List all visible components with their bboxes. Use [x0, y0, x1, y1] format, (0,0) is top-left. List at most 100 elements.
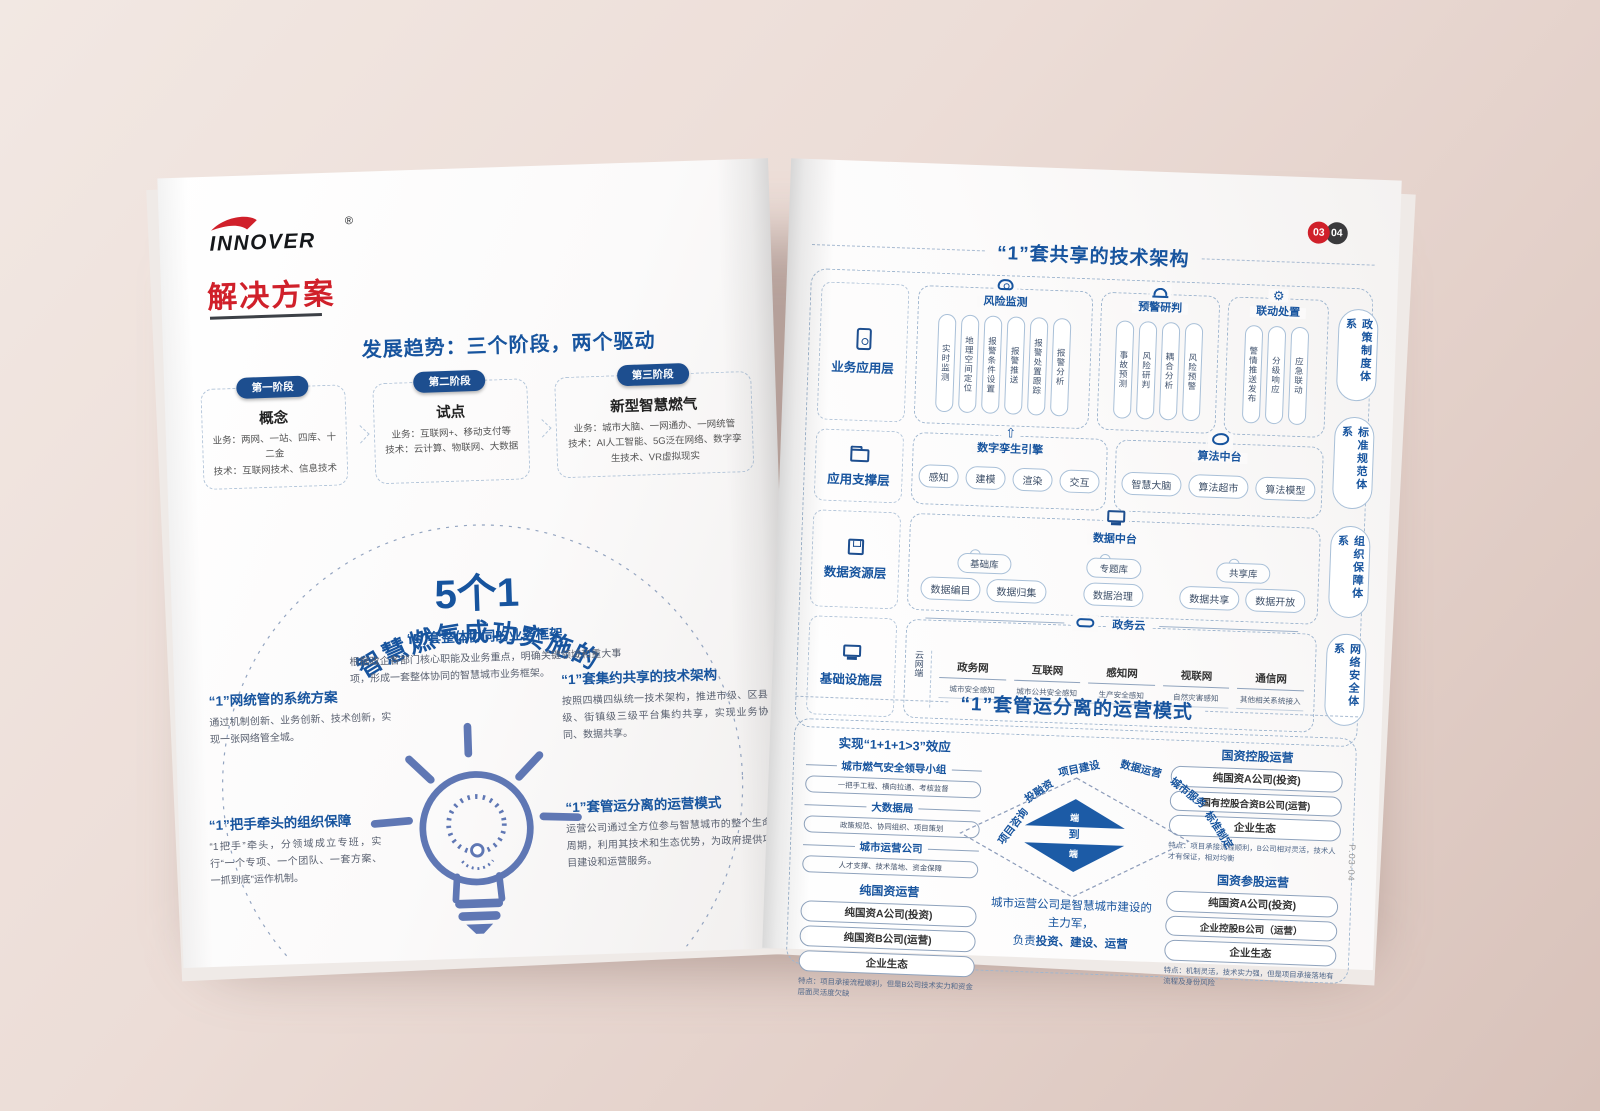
network-name: 通信网: [1237, 669, 1305, 692]
ops-center-fan: 项目咨询 投融资 项目建设 数据运营 城市服务 标准制定 端 到 端: [958, 738, 1235, 968]
cloud-icon: [1072, 614, 1099, 632]
model-pill: 企业生态: [798, 950, 976, 978]
block-body: 通过机制创新、业务创新、技术创新，实现一张网络管全城。: [209, 711, 392, 746]
dashed-rule: [795, 695, 949, 703]
model-pill: 企业生态: [1168, 814, 1342, 842]
network-name: 视联网: [1162, 667, 1231, 689]
effect-group-name: 大数据局: [871, 801, 914, 816]
cloud-label: 共享库: [1215, 562, 1271, 585]
gears-icon: ⚙: [1268, 288, 1289, 304]
logo-flag-icon: [211, 216, 257, 231]
operation-model-section: “1”套管运分离的运营模式 实现“1+1+1>3”效应 城市燃气安全领导小组 一…: [785, 683, 1359, 998]
camera-icon: [993, 277, 1019, 295]
group-data-platform: 数据中台 基础库 数据编目 数据归集 专题库: [906, 509, 1321, 625]
group-linked-disposal: ⚙ 联动处置 警情推送发布 分级响应 应急联动: [1222, 288, 1330, 438]
pill: 分级响应: [1265, 325, 1287, 425]
logo-registered-mark: ®: [345, 215, 354, 227]
effect-group: 城市运营公司 人才支撑、技术落地、资金保障: [802, 837, 979, 879]
pill: 数据编目: [920, 576, 981, 602]
model-pill: 纯国资B公司(运营): [799, 925, 976, 953]
dashed-rule: [1204, 710, 1359, 718]
stage-name: 概念: [258, 410, 289, 428]
model-pill: 企业生态: [1164, 939, 1337, 967]
pill: 报警推送: [1003, 316, 1026, 415]
pill: 算法模型: [1254, 475, 1316, 502]
data-col-base: 基础库 数据编目 数据归集: [920, 551, 1048, 604]
pill: 数据归集: [986, 578, 1047, 604]
stage-card-2: 第二阶段 试点 业务：互联网+、移动支付等 技术：云计算、物联网、大数据: [371, 369, 531, 485]
rule: [1159, 625, 1299, 632]
end-to-end-icon: 端 到 端: [1018, 797, 1131, 874]
pill: 数据治理: [1082, 582, 1144, 608]
layer-label: 应用支撑层: [826, 471, 890, 489]
dashed-rule: [811, 244, 986, 252]
logo-text: INNOVER: [209, 229, 316, 256]
caption-line2-bold: 投资、建设、运营: [1035, 935, 1128, 951]
arch-title: “1”套共享的技术架构: [996, 242, 1190, 271]
block-title: “1”把手牵头的组织保障: [208, 813, 352, 834]
block-operation-model: “1”套管运分离的运营模式 运营公司通过全方位参与智慧城市的整个生命周期，利用其…: [565, 789, 773, 872]
caption-line2-prefix: 负责: [1012, 934, 1036, 948]
group-digital-twin: ⇧ 数字孪生引擎 感知 建模 渲染 交互: [910, 426, 1109, 511]
end-label-top: 端: [1069, 812, 1080, 824]
pill: 渲染: [1012, 467, 1053, 492]
pill: 风险预警: [1181, 322, 1204, 422]
fan-diagram: 项目咨询 投融资 项目建设 数据运营 城市服务 标准制定 端 到 端: [958, 738, 1235, 898]
group-name: 预警研判: [1131, 301, 1189, 316]
dashed-diamond: [958, 777, 1190, 898]
data-col-share: 共享库 数据共享 数据开放: [1178, 561, 1307, 614]
stage-badge: 第三阶段: [616, 362, 690, 387]
brochure-spread: INNOVER ® 解决方案 发展趋势：三个阶段，两个驱动 第一阶段 概念 业务…: [146, 158, 1416, 998]
dashed-arc: 智慧燃气成功实施的: [222, 524, 744, 963]
layer-data-resource: 数据资源层: [809, 509, 902, 610]
model-pill: 纯国资A公司(投资): [1165, 890, 1339, 918]
network-name: 互联网: [1013, 661, 1082, 684]
up-arrow-icon: ⇧: [1001, 426, 1021, 441]
data-col-theme: 专题库 数据治理: [1082, 557, 1144, 608]
stage-row: 第一阶段 概念 业务：两网、一站、四库、十二金 技术：互联网技术、信息技术 第二…: [200, 362, 755, 491]
group-name: 风险监测: [977, 296, 1034, 310]
pill: 实时监测: [934, 313, 957, 413]
pill: 风险研判: [1135, 321, 1158, 420]
stage-arrow-icon: [533, 419, 552, 438]
layer-label: 业务应用层: [831, 359, 895, 377]
dashed-rule: [1201, 258, 1375, 266]
layer-label: 数据资源层: [823, 564, 887, 581]
monitor-icon: [842, 644, 862, 658]
end-label-bottom: 端: [1068, 848, 1079, 859]
pillar: 政策制度体系: [1335, 308, 1379, 402]
page-footer-number: P.03-04: [1346, 843, 1358, 882]
group-risk-monitoring: 风险监测 实时监测 地理空间定位 报警条件设置 报警推送 报警处置跟踪 报警分析: [913, 277, 1094, 430]
rule: [925, 616, 1065, 624]
stage-badge: 第一阶段: [236, 375, 309, 399]
effect-group-detail: 一把手工程、横向拉通、考核监督: [804, 775, 982, 799]
page-right: 03 04 “1”套共享的技术架构 业务应用层 风险监测: [762, 158, 1402, 998]
tech-architecture-section: “1”套共享的技术架构 业务应用层 风险监测 实时监测: [794, 231, 1379, 748]
page-number-badges: 03 04: [1307, 221, 1349, 245]
pill: 数据开放: [1244, 588, 1306, 614]
effect-group: 城市燃气安全领导小组 一把手工程、横向拉通、考核监督: [804, 757, 982, 799]
pill: 算法超市: [1188, 473, 1249, 499]
pill: 数据共享: [1178, 585, 1240, 611]
pill-row: 数据共享 数据开放: [1178, 585, 1306, 614]
block-body: 运营公司通过全方位参与智慧城市的整个生命周期，利用其技术和生态优势，为政府提供项…: [565, 817, 773, 869]
pill: 警情推送发布: [1242, 324, 1264, 424]
layer-app-support: 应用支撑层: [813, 428, 905, 504]
pill: 耦合分析: [1158, 321, 1181, 421]
alarm-icon: [1149, 283, 1173, 301]
block-tech-architecture: “1”套集约共享的技术架构 按照四横四纵统一技术架构，推进市级、区县级、街镇级三…: [561, 662, 769, 745]
block-org-guarantee: “1”把手牵头的组织保障 “1把手”牵头，分领域成立专班，实行“一个专项、一个团…: [208, 808, 383, 890]
pill: 感知: [918, 463, 960, 489]
network-name: 感知网: [1088, 664, 1156, 686]
stage-business: 业务：两网、一站、四库、十二金: [212, 431, 337, 461]
group-head: 预警研判: [1102, 282, 1220, 316]
floppy-icon: [847, 538, 865, 555]
effect-group-detail: 人才支撑、技术落地、资金保障: [802, 855, 979, 879]
stage-tech: 技术：AI人工智能、5G泛在网络、数字孪生技术、VR虚拟现实: [567, 433, 742, 465]
page-title: 解决方案: [206, 277, 336, 315]
model-pill: 纯国资A公司(投资): [800, 900, 977, 928]
stage-name: 新型智慧燃气: [609, 396, 698, 416]
network-name: 政务网: [939, 659, 1007, 681]
folder-icon: [849, 448, 870, 463]
effect-group: 大数据局 政策规范、协同组织、项目策划: [803, 797, 981, 839]
